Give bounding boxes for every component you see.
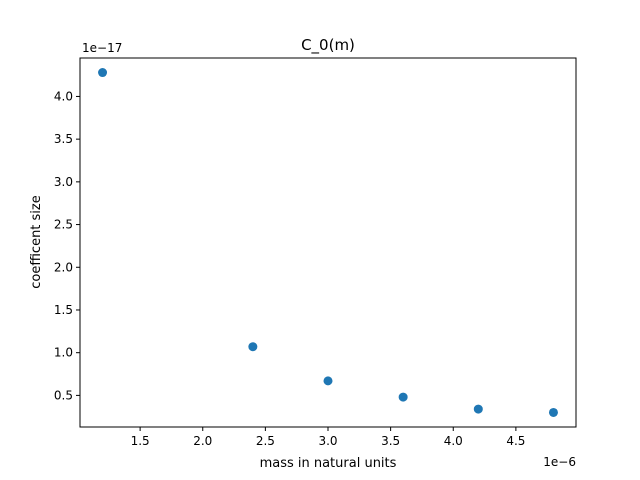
data-point <box>548 407 558 417</box>
x-tick-label: 4.0 <box>444 434 463 448</box>
y-axis: 0.5 1.0 1.5 2.0 2.5 3.0 3.5 4.0 <box>54 89 80 402</box>
y-offset-label: 1e−17 <box>82 41 122 55</box>
y-tick-label: 4.0 <box>54 89 73 103</box>
data-points <box>98 68 558 417</box>
data-point <box>323 376 333 386</box>
x-axis: 1.5 2.0 2.5 3.0 3.5 4.0 4.5 <box>131 427 525 448</box>
chart-title: C_0(m) <box>301 36 355 55</box>
x-tick-label: 3.0 <box>318 434 337 448</box>
data-point <box>398 392 408 402</box>
data-point <box>248 342 258 352</box>
y-tick-label: 2.0 <box>54 260 73 274</box>
plot-frame <box>79 57 577 428</box>
x-offset-label: 1e−6 <box>543 455 576 469</box>
y-tick-label: 0.5 <box>54 388 73 402</box>
y-tick-label: 3.5 <box>54 132 73 146</box>
y-tick-label: 1.0 <box>54 346 73 360</box>
x-tick-label: 3.5 <box>381 434 400 448</box>
y-axis-title: coefficent size <box>29 195 44 289</box>
x-axis-title: mass in natural units <box>260 456 397 471</box>
x-tick-label: 1.5 <box>131 434 150 448</box>
y-tick-label: 2.5 <box>54 218 73 232</box>
y-tick-label: 3.0 <box>54 175 73 189</box>
x-tick-label: 4.5 <box>506 434 525 448</box>
x-tick-label: 2.0 <box>193 434 212 448</box>
y-tick-label: 1.5 <box>54 303 73 317</box>
x-tick-label: 2.5 <box>256 434 275 448</box>
data-point <box>98 68 108 78</box>
data-point <box>473 404 483 414</box>
